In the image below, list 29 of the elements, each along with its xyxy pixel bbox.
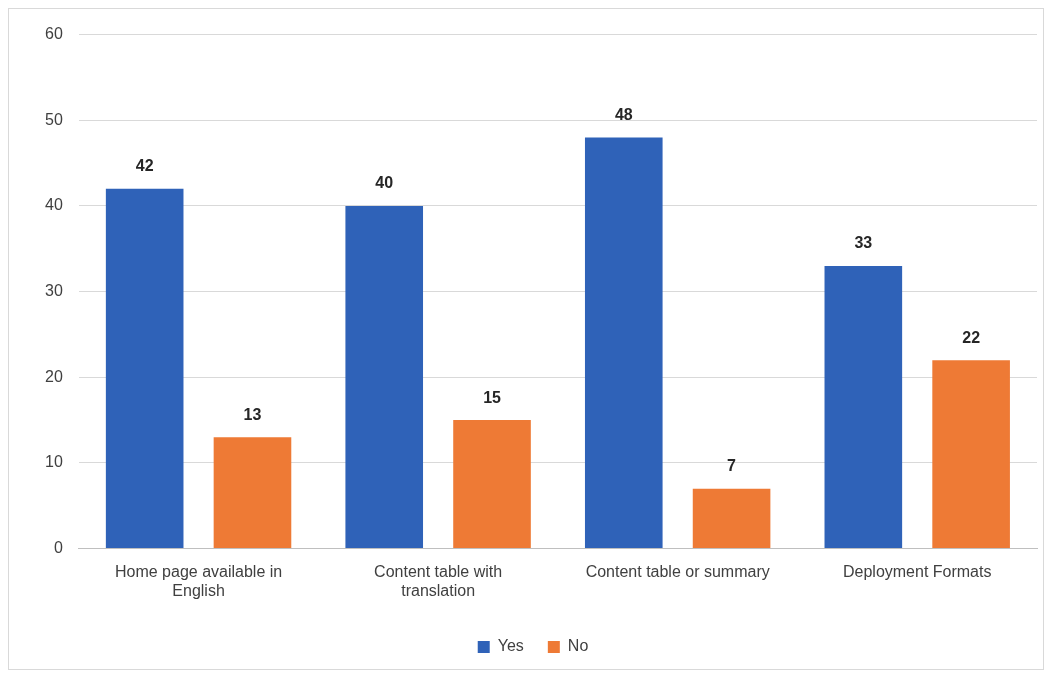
bar (932, 360, 1010, 549)
data-label: 42 (135, 157, 154, 175)
bar (345, 205, 424, 549)
data-label: 40 (375, 174, 394, 192)
y-tick-label: 10 (45, 453, 63, 471)
y-tick-label: 0 (53, 539, 63, 557)
y-tick-label: 30 (45, 282, 63, 300)
data-label: 13 (243, 405, 262, 423)
y-tick-label: 60 (45, 25, 63, 43)
x-tick-label: Content table or summary (585, 562, 770, 580)
x-tick-label: Content table with translation (374, 562, 503, 599)
data-label: 33 (854, 234, 873, 252)
legend-label: Yes (497, 637, 524, 655)
data-label: 48 (614, 105, 633, 123)
bar (584, 137, 663, 549)
data-label: 7 (727, 457, 737, 475)
bar (824, 265, 903, 549)
bar (692, 488, 771, 549)
bar (105, 188, 184, 549)
y-tick-label: 40 (45, 196, 63, 214)
x-tick-label: Deployment Formats (842, 562, 992, 580)
data-label: 22 (962, 328, 981, 346)
y-tick-label: 50 (45, 110, 63, 128)
bar (453, 420, 531, 549)
y-tick-label: 20 (45, 367, 63, 385)
data-label: 15 (483, 388, 502, 406)
bar (213, 437, 292, 549)
legend-label: No (567, 637, 589, 655)
x-tick-label: Home page available in English (114, 562, 283, 599)
